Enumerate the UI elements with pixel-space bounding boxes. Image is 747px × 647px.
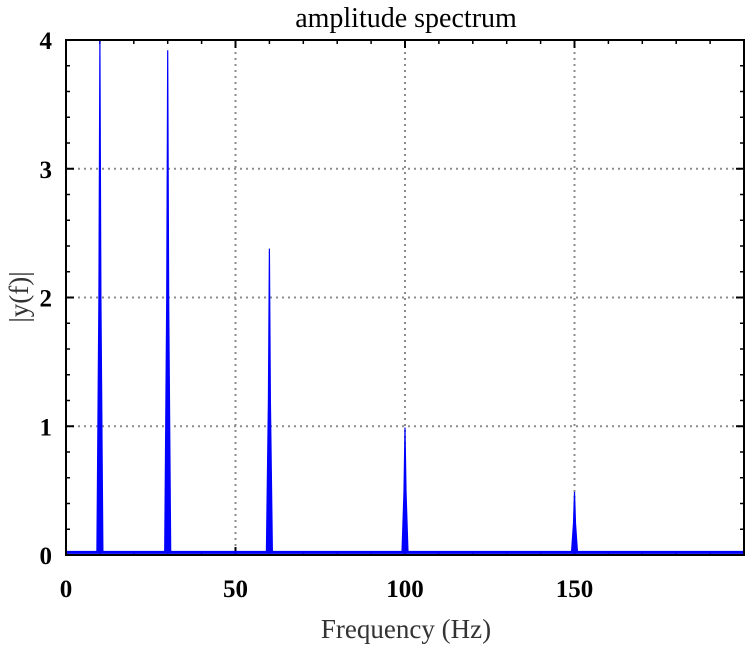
series-layer bbox=[66, 39, 744, 554]
tick-labels: 0 50 100 150 0 1 2 3 4 bbox=[40, 28, 594, 603]
x-tick-label: 100 bbox=[386, 576, 424, 603]
y-axis-label: |y(f)| bbox=[4, 271, 34, 322]
x-tick-label: 150 bbox=[556, 576, 594, 603]
x-tick-label: 0 bbox=[60, 576, 73, 603]
spectrum-peak bbox=[265, 248, 274, 554]
x-axis-label: Frequency (Hz) bbox=[321, 614, 491, 644]
grid bbox=[66, 40, 744, 555]
y-tick-label: 4 bbox=[40, 28, 53, 55]
spectrum-peak bbox=[96, 39, 104, 554]
y-tick-label: 2 bbox=[40, 286, 53, 313]
spectrum-peak bbox=[570, 491, 579, 554]
spectrum-peak bbox=[164, 50, 172, 554]
y-tick-label: 1 bbox=[40, 414, 53, 441]
y-tick-label: 0 bbox=[40, 543, 53, 570]
spectrum-peak bbox=[401, 427, 409, 554]
y-tick-label: 3 bbox=[40, 157, 53, 184]
x-tick-label: 50 bbox=[223, 576, 248, 603]
plot-frame bbox=[65, 39, 745, 556]
chart-title: amplitude spectrum bbox=[295, 3, 517, 34]
